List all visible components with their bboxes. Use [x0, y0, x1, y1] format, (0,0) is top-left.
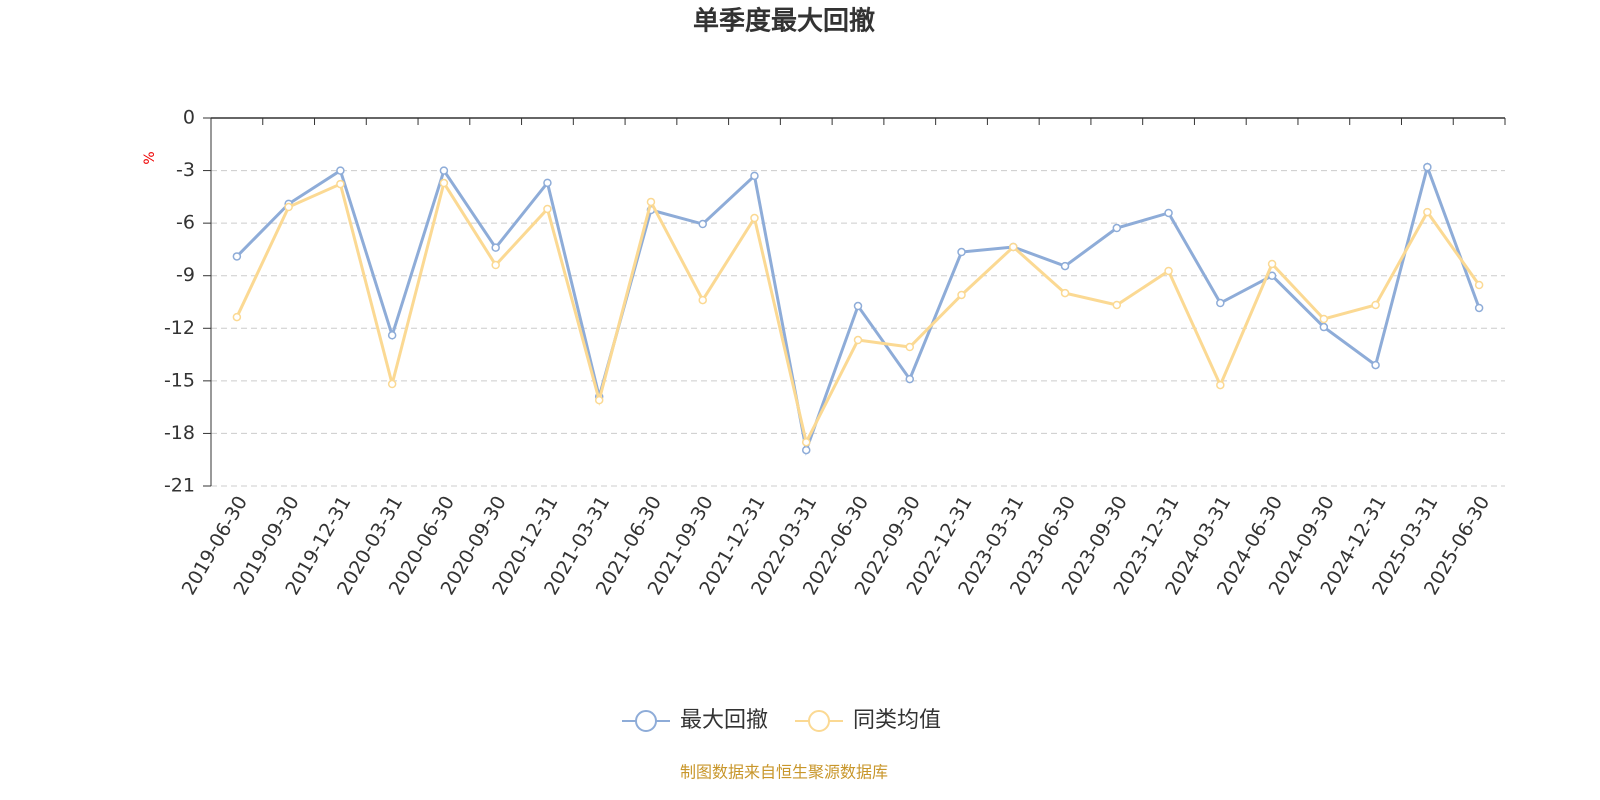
- data-point: [1423, 207, 1432, 217]
- data-point: [387, 379, 397, 389]
- data-point: [801, 445, 811, 455]
- legend-marker[interactable]: [808, 710, 830, 732]
- y-tick-label: -18: [164, 422, 195, 444]
- data-point: [698, 295, 707, 305]
- data-point: [853, 335, 863, 345]
- y-tick-label: -12: [164, 317, 195, 339]
- data-point: [336, 166, 345, 175]
- data-point: [1423, 162, 1432, 172]
- data-point: [853, 301, 863, 311]
- y-tick-label: 0: [183, 107, 195, 129]
- data-point: [284, 202, 293, 212]
- data-point: [1319, 322, 1329, 332]
- data-point: [543, 178, 552, 188]
- data-point: [1216, 298, 1225, 308]
- data-point: [750, 171, 759, 181]
- chart-title: 单季度最大回撤: [693, 6, 875, 37]
- data-point: [439, 166, 449, 175]
- data-point: [1319, 314, 1329, 324]
- data-point: [1164, 208, 1173, 218]
- data-point: [491, 243, 500, 252]
- data-point: [1371, 360, 1380, 370]
- data-point: [905, 374, 915, 384]
- legend-label[interactable]: 同类均值: [853, 708, 941, 733]
- data-point: [1164, 266, 1173, 276]
- data-point: [750, 213, 759, 223]
- data-point: [543, 204, 552, 214]
- data-point: [1009, 242, 1018, 252]
- data-point: [1371, 300, 1380, 310]
- y-axis-label: %: [142, 151, 158, 164]
- y-tick-label: -6: [176, 212, 195, 234]
- data-point: [1060, 288, 1070, 298]
- data-point: [1216, 380, 1225, 390]
- data-point: [801, 437, 811, 447]
- data-point: [957, 290, 966, 300]
- legend-label[interactable]: 最大回撤: [680, 708, 768, 733]
- data-point: [1060, 261, 1070, 271]
- data-point: [698, 219, 707, 229]
- y-tick-label: -3: [176, 159, 195, 181]
- data-point: [439, 178, 449, 188]
- y-tick-label: -15: [164, 369, 195, 391]
- data-point: [905, 342, 915, 352]
- data-point: [387, 331, 397, 340]
- data-point: [646, 197, 656, 207]
- data-point: [232, 252, 242, 261]
- data-point: [336, 179, 345, 189]
- data-point: [1112, 300, 1122, 310]
- data-point: [1267, 259, 1277, 269]
- data-point: [491, 260, 500, 270]
- y-tick-label: -9: [176, 264, 195, 286]
- data-point: [594, 395, 604, 405]
- data-point: [1474, 280, 1484, 290]
- y-tick-label: -21: [164, 475, 195, 497]
- data-point: [1112, 223, 1122, 233]
- data-point: [232, 312, 242, 322]
- data-point: [957, 247, 966, 257]
- legend-marker[interactable]: [635, 710, 657, 732]
- data-point: [1474, 303, 1484, 313]
- source-note: 制图数据来自恒生聚源数据库: [680, 763, 888, 782]
- series-line: [235, 179, 1481, 447]
